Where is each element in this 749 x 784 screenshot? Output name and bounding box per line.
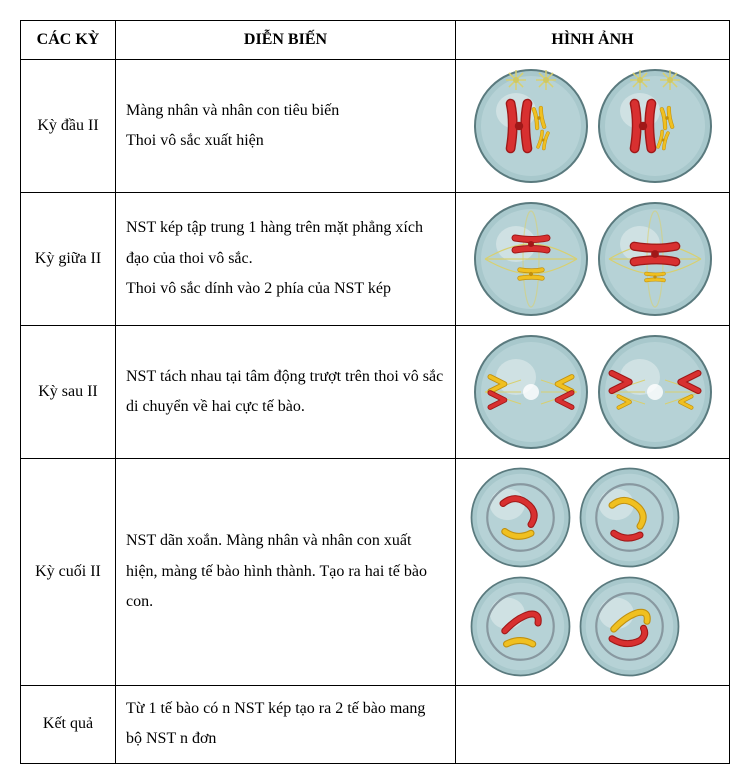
cell-diagram-telophase2: [468, 574, 573, 679]
table-row: Kỳ giữa IINST kép tập trung 1 hàng trên …: [21, 193, 730, 326]
phase-cell: Kết quả: [21, 686, 116, 764]
header-desc: DIỄN BIẾN: [116, 21, 456, 60]
table-row: Kết quảTừ 1 tế bào có n NST kép tạo ra 2…: [21, 686, 730, 764]
image-cell: [456, 459, 730, 686]
image-cell: [456, 60, 730, 193]
table-row: Kỳ đầu IIMàng nhân và nhân con tiêu biến…: [21, 60, 730, 193]
table-row: Kỳ cuối IINST dãn xoắn. Màng nhân và nhâ…: [21, 459, 730, 686]
cell-diagram-anaphase2: [471, 332, 591, 452]
cell-diagram-prophase2: [595, 66, 715, 186]
cell-diagram-metaphase2: [471, 199, 591, 319]
header-phase: CÁC KỲ: [21, 21, 116, 60]
image-cell: [456, 193, 730, 326]
phase-cell: Kỳ đầu II: [21, 60, 116, 193]
image-cell: [456, 326, 730, 459]
cell-diagram-anaphase2: [595, 332, 715, 452]
cell-diagram-prophase2: [471, 66, 591, 186]
header-row: CÁC KỲ DIỄN BIẾN HÌNH ẢNH: [21, 21, 730, 60]
cell-diagram-metaphase2: [595, 199, 715, 319]
table-row: Kỳ sau IINST tách nhau tại tâm động trượ…: [21, 326, 730, 459]
description-cell: Màng nhân và nhân con tiêu biếnThoi vô s…: [116, 60, 456, 193]
description-cell: NST tách nhau tại tâm động trượt trên th…: [116, 326, 456, 459]
description-cell: Từ 1 tế bào có n NST kép tạo ra 2 tế bào…: [116, 686, 456, 764]
phase-cell: Kỳ giữa II: [21, 193, 116, 326]
cell-diagram-telophase2: [577, 574, 682, 679]
description-cell: NST dãn xoắn. Màng nhân và nhân con xuất…: [116, 459, 456, 686]
phase-cell: Kỳ cuối II: [21, 459, 116, 686]
header-img: HÌNH ẢNH: [456, 21, 730, 60]
description-cell: NST kép tập trung 1 hàng trên mặt phẳng …: [116, 193, 456, 326]
phase-cell: Kỳ sau II: [21, 326, 116, 459]
cell-diagram-telophase2: [577, 465, 682, 570]
meiosis-phases-table: CÁC KỲ DIỄN BIẾN HÌNH ẢNH Kỳ đầu IIMàng …: [20, 20, 730, 764]
image-cell: [456, 686, 730, 764]
cell-diagram-telophase2: [468, 465, 573, 570]
